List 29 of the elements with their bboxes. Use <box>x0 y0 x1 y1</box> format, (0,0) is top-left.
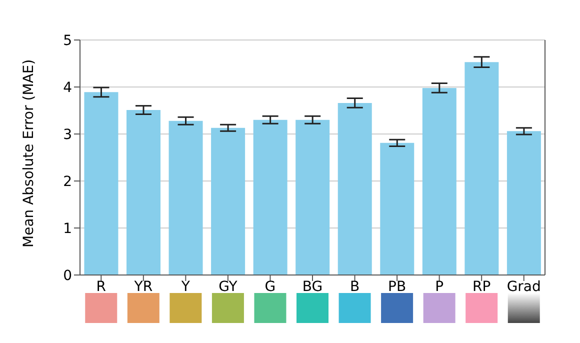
bar <box>296 120 330 275</box>
bar <box>506 131 541 275</box>
x-tick-label: YR <box>133 278 153 295</box>
y-tick-label: 1 <box>63 220 72 237</box>
bar <box>168 120 203 275</box>
x-tick-label: B <box>350 278 360 295</box>
x-tick-label: GY <box>218 278 238 295</box>
x-tick-label: PB <box>388 278 406 295</box>
bar <box>126 110 160 275</box>
y-tick-label: 5 <box>63 32 72 49</box>
bar <box>211 128 246 275</box>
x-tick-label: Y <box>180 278 190 295</box>
bar <box>84 92 118 275</box>
y-tick-label: 3 <box>63 126 72 143</box>
y-axis-title: Mean Absolute Error (MAE) <box>20 59 37 248</box>
x-tick-label: R <box>96 278 106 295</box>
x-tick-label: G <box>264 278 276 295</box>
bar <box>338 102 372 275</box>
bar <box>464 62 499 275</box>
x-tick-label: RP <box>472 278 491 295</box>
x-tick-label: Grad <box>506 278 541 295</box>
x-tick-label: BG <box>302 278 323 295</box>
bar <box>422 88 456 275</box>
y-tick-label: 0 <box>63 268 72 284</box>
bar <box>380 142 414 275</box>
bar <box>253 120 288 275</box>
x-tick-label: P <box>435 278 444 295</box>
y-tick-label: 4 <box>63 80 72 96</box>
y-tick-label: 2 <box>63 174 72 190</box>
